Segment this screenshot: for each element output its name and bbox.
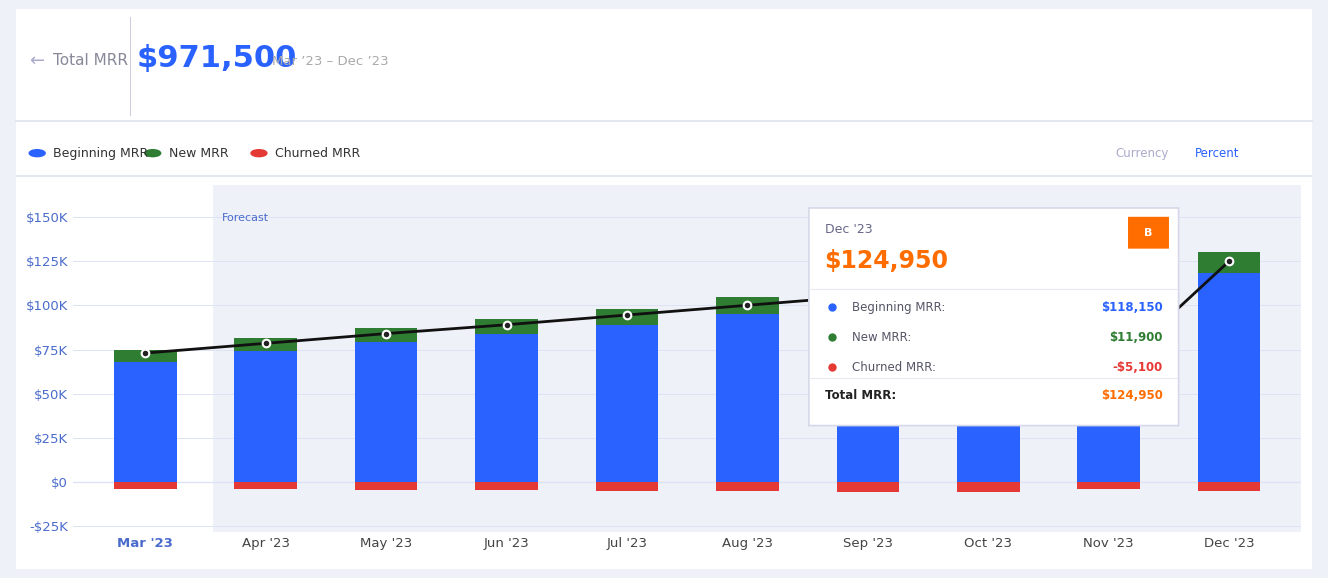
Text: Total MRR: Total MRR — [53, 53, 127, 68]
Text: New MRR: New MRR — [169, 147, 228, 160]
FancyBboxPatch shape — [1127, 217, 1169, 249]
Text: Beginning MRR:: Beginning MRR: — [853, 301, 946, 313]
Bar — [212, 185, 1303, 532]
Bar — [114, 482, 177, 490]
Bar — [1198, 273, 1260, 482]
Bar — [716, 482, 778, 491]
Text: Dec '23: Dec '23 — [825, 223, 872, 236]
Bar — [235, 351, 297, 482]
Text: Currency: Currency — [1116, 147, 1169, 160]
Text: $124,950: $124,950 — [1101, 389, 1163, 402]
Bar — [235, 338, 297, 351]
Bar — [837, 288, 899, 305]
Bar — [957, 363, 1020, 381]
Bar — [235, 482, 297, 490]
Bar — [1198, 252, 1260, 273]
Bar — [114, 362, 177, 482]
Text: $971,500: $971,500 — [137, 45, 297, 73]
Bar — [716, 297, 778, 314]
Bar — [1198, 482, 1260, 491]
Bar — [355, 342, 417, 482]
Bar — [596, 482, 659, 491]
Text: New MRR:: New MRR: — [853, 331, 911, 344]
Bar — [716, 314, 778, 482]
Text: Forecast: Forecast — [222, 213, 270, 223]
Text: -$5,100: -$5,100 — [1113, 361, 1163, 374]
Text: Beginning MRR: Beginning MRR — [53, 147, 149, 160]
Text: Total MRR:: Total MRR: — [825, 389, 896, 402]
Bar — [837, 482, 899, 492]
Text: Churned MRR:: Churned MRR: — [853, 361, 936, 374]
Bar — [1077, 381, 1139, 482]
Bar — [114, 350, 177, 362]
Bar — [475, 318, 538, 334]
Bar — [355, 328, 417, 342]
FancyBboxPatch shape — [809, 208, 1179, 425]
Bar — [837, 305, 899, 482]
Text: ←: ← — [29, 51, 44, 70]
Text: $11,900: $11,900 — [1109, 331, 1163, 344]
Text: $118,150: $118,150 — [1101, 301, 1163, 313]
Text: $124,950: $124,950 — [825, 249, 948, 273]
Text: B: B — [1145, 228, 1153, 238]
Bar — [596, 309, 659, 325]
Bar — [1077, 369, 1139, 381]
Bar — [596, 325, 659, 482]
Bar — [475, 334, 538, 482]
Text: Mar ’23 – Dec ’23: Mar ’23 – Dec ’23 — [272, 55, 389, 68]
Bar — [475, 482, 538, 490]
Bar — [957, 381, 1020, 482]
Text: Percent: Percent — [1195, 147, 1240, 160]
Text: Churned MRR: Churned MRR — [275, 147, 360, 160]
Bar — [957, 482, 1020, 492]
Bar — [355, 482, 417, 490]
Bar — [1077, 482, 1139, 490]
